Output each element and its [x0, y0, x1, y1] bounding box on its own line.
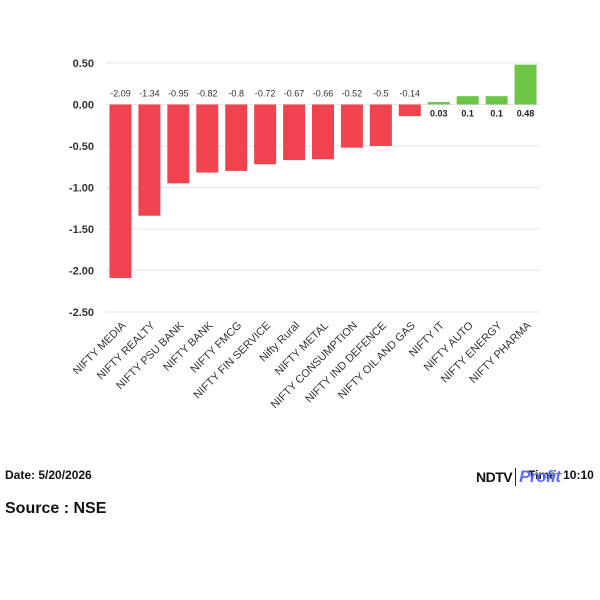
y-tick-label: -1.00 [69, 183, 94, 195]
bar [109, 104, 132, 278]
data-label: -2.09 [110, 89, 131, 99]
source-label: Source : NSE [5, 500, 107, 517]
data-label: -0.14 [400, 89, 421, 99]
bar [167, 104, 190, 184]
data-label: -0.5 [373, 89, 389, 99]
bar [225, 104, 248, 171]
bar [138, 104, 161, 216]
bar [485, 96, 508, 105]
bar [254, 104, 277, 165]
y-tick-label: -2.50 [69, 307, 94, 319]
y-axis-ticks: 0.50 0.00 -0.50 -1.00 -1.50 -2.00 -2.50 [69, 58, 94, 319]
bars [109, 64, 537, 278]
data-label: 0.03 [430, 109, 448, 119]
y-tick-label: -0.50 [69, 141, 94, 153]
y-tick-label: 0.00 [73, 100, 94, 112]
bar [369, 104, 392, 146]
data-label: 0.1 [461, 109, 474, 119]
bar [514, 64, 537, 105]
data-labels: -2.09 -1.34 -0.95 -0.82 -0.8 -0.72 -0.67 -0.66-… [110, 89, 534, 119]
bar-chart: 0.500.00-0.50-1.00-1.50-2.00-2.50 -2.09-… [69, 58, 540, 411]
bar [398, 104, 421, 117]
bar [312, 104, 334, 160]
logo-ndtv-text: NDTV [476, 469, 513, 485]
date-label: Date: 5/20/2026 [5, 468, 92, 482]
y-tick-label: -1.50 [69, 224, 94, 236]
data-label: -0.95 [168, 89, 189, 99]
data-label: -0.52 [342, 89, 363, 99]
data-label: -0.82 [197, 89, 218, 99]
ndtv-profit-logo: NDTV Profit [476, 466, 561, 488]
bar [340, 104, 363, 148]
bar [456, 96, 479, 105]
logo-divider [515, 468, 517, 486]
bar [283, 104, 306, 161]
bar [427, 102, 450, 105]
data-label: -0.72 [255, 89, 276, 99]
y-tick-label: -2.00 [69, 266, 94, 278]
data-label: -1.34 [139, 89, 160, 99]
bar [196, 104, 219, 173]
data-label: -0.8 [228, 89, 244, 99]
data-label: -0.67 [284, 89, 305, 99]
data-label: 0.48 [517, 109, 535, 119]
y-tick-label: 0.50 [73, 58, 94, 70]
time-label: Time: 10:10 [528, 468, 594, 482]
data-label: -0.66 [313, 89, 334, 99]
data-label: 0.1 [490, 109, 503, 119]
logo-profit-text: Profit [519, 467, 561, 486]
